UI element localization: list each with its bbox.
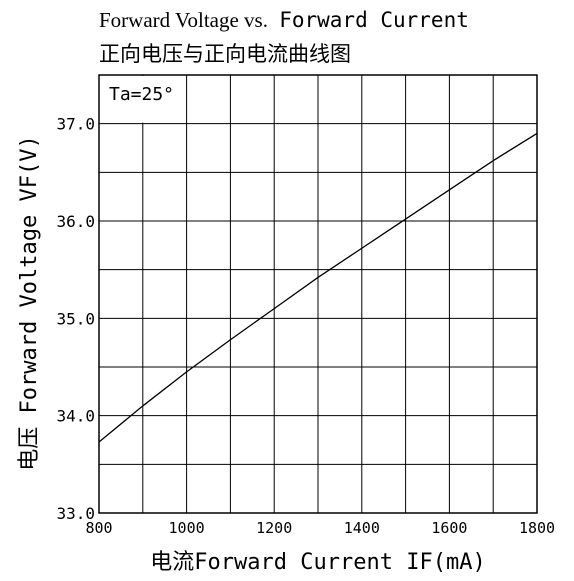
- x-tick-labels: 800 1000 1200 1400 1600 1800: [85, 519, 555, 537]
- chart-title: Forward Voltage vs. Forward Current: [99, 8, 469, 32]
- x-tick-label: 1200: [256, 519, 292, 537]
- y-axis-label: 电压 Forward Voltage VF(V): [17, 135, 42, 470]
- y-tick-labels: 33.0 34.0 35.0 36.0 37.0: [56, 115, 95, 523]
- x-tick-label: 1600: [431, 519, 467, 537]
- annotation-background: [100, 76, 186, 123]
- chart-title-part-1: Forward Voltage vs.: [99, 8, 268, 32]
- y-tick-label: 33.0: [56, 504, 95, 523]
- y-tick-label: 37.0: [56, 115, 95, 134]
- chart-subtitle: 正向电压与正向电流曲线图: [99, 42, 351, 66]
- x-tick-label: 1800: [519, 519, 555, 537]
- series-layer: [98, 132, 538, 443]
- x-axis-label: 电流Forward Current IF(mA): [150, 550, 485, 575]
- series-line-0: [98, 132, 538, 443]
- plot-frame: [98, 74, 538, 514]
- x-tick-label: 1400: [344, 519, 380, 537]
- y-tick-label: 35.0: [56, 309, 95, 328]
- x-tick-label: 800: [85, 519, 112, 537]
- y-tick-label: 36.0: [56, 212, 95, 231]
- grid-lines: [99, 75, 537, 513]
- chart-title-part-2: Forward Current: [279, 8, 469, 32]
- temperature-annotation: Ta=25°: [109, 84, 174, 105]
- x-tick-label: 1000: [169, 519, 205, 537]
- y-tick-label: 34.0: [56, 407, 95, 426]
